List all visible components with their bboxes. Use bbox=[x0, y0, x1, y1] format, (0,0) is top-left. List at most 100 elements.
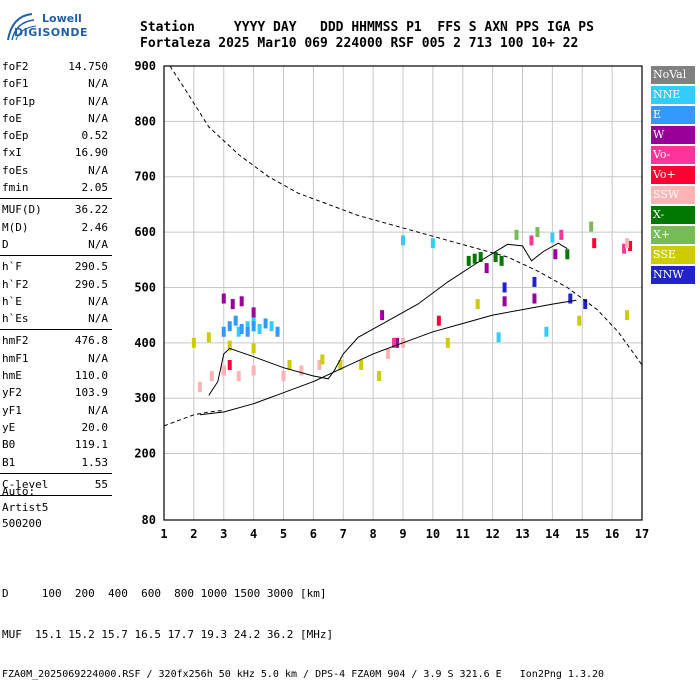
y-tick-label: 900 bbox=[134, 59, 156, 73]
param-row: MUF(D) 36.22 bbox=[0, 201, 112, 218]
param-value: N/A bbox=[88, 237, 108, 251]
data-point-e bbox=[263, 318, 268, 329]
param-value: 0.52 bbox=[81, 129, 109, 143]
param-row: yE 20.0 bbox=[0, 419, 112, 436]
data-point-w bbox=[553, 249, 558, 260]
param-value: 110.0 bbox=[74, 369, 108, 383]
data-point-nne bbox=[245, 321, 250, 332]
param-row: fmin 2.05 bbox=[0, 179, 112, 196]
data-point-x- bbox=[493, 252, 498, 263]
param-name: foE bbox=[2, 111, 22, 125]
data-point-sse bbox=[251, 343, 256, 354]
param-name: h`E bbox=[2, 294, 22, 308]
legend-item-nnw: NNW bbox=[651, 266, 695, 284]
param-row: C-level 55 bbox=[0, 476, 112, 493]
param-name: M(D) bbox=[2, 220, 29, 234]
autoscale-info: Auto: Artist5 500200 bbox=[2, 484, 48, 532]
param-name: C-level bbox=[2, 477, 49, 491]
data-point-ssw bbox=[197, 382, 202, 393]
mup-dashed-curve bbox=[169, 65, 643, 366]
data-point-w bbox=[251, 307, 256, 318]
ionogram-chart: 1 2 3 4 5 6 7 8 9 10 11 12 13 14 15 16 17802003004005006… bbox=[134, 59, 649, 541]
param-value: 119.1 bbox=[74, 438, 108, 452]
legend-item-noval: NoVal bbox=[651, 66, 695, 84]
legend: NoVal NNE E W Vo- Vo+ SSW X- X+ SSE NNW bbox=[651, 66, 695, 286]
data-point-w bbox=[532, 293, 537, 304]
data-point-w bbox=[395, 337, 400, 348]
data-point-nne bbox=[550, 232, 555, 243]
legend-item-sse: SSE bbox=[651, 246, 695, 264]
trace-curve-lower bbox=[199, 299, 577, 416]
auto-program: Artist5 bbox=[2, 501, 49, 514]
x-tick-label: 16 bbox=[605, 527, 619, 541]
x-tick-label: 3 bbox=[220, 527, 227, 541]
param-value: N/A bbox=[88, 312, 108, 326]
logo-top-text: Lowell bbox=[42, 12, 82, 25]
trace-curve-upper bbox=[208, 242, 568, 396]
data-point-w bbox=[380, 310, 385, 321]
logo-emblem-icon bbox=[7, 13, 37, 41]
header-values: Fortaleza 2025 Mar10 069 224000 RSF 005 … bbox=[140, 36, 579, 51]
param-value: 20.0 bbox=[81, 420, 109, 434]
param-value: N/A bbox=[88, 351, 108, 365]
param-row: foE N/A bbox=[0, 110, 112, 127]
param-row: D N/A bbox=[0, 236, 112, 253]
x-tick-label: 12 bbox=[485, 527, 499, 541]
param-separator bbox=[0, 198, 112, 200]
data-point-sse bbox=[287, 359, 292, 370]
footer: D 100 200 400 600 800 1000 1500 3000 [km… bbox=[2, 560, 604, 695]
data-point-e bbox=[227, 321, 232, 332]
y-tick-label: 80 bbox=[142, 513, 156, 527]
y-tick-label: 200 bbox=[134, 447, 156, 461]
data-point-ssw bbox=[299, 365, 304, 376]
data-point-x- bbox=[472, 253, 477, 264]
param-row: hmE 110.0 bbox=[0, 367, 112, 384]
legend-item-e: E bbox=[651, 106, 695, 124]
param-row: yF1 N/A bbox=[0, 402, 112, 419]
param-value: 290.5 bbox=[74, 277, 108, 291]
data-point-ssw bbox=[209, 371, 214, 382]
data-point-vo- bbox=[436, 315, 441, 326]
data-point-sse bbox=[338, 359, 343, 370]
param-row: yF2 103.9 bbox=[0, 384, 112, 401]
data-point-nne bbox=[236, 326, 241, 337]
y-tick-label: 700 bbox=[134, 170, 156, 184]
data-point-w bbox=[239, 296, 244, 307]
data-point-e bbox=[251, 321, 256, 332]
data-point-nnw bbox=[532, 276, 537, 287]
param-name: fmin bbox=[2, 181, 29, 195]
data-point-ssw bbox=[317, 359, 322, 370]
param-name: MUF(D) bbox=[2, 203, 42, 217]
x-tick-label: 4 bbox=[250, 527, 257, 541]
x-tick-label: 8 bbox=[370, 527, 377, 541]
data-point-e bbox=[233, 315, 238, 326]
legend-item-vo-: Vo+ bbox=[651, 166, 695, 184]
param-name: foF2 bbox=[2, 60, 29, 73]
param-value: N/A bbox=[88, 111, 108, 125]
x-tick-label: 17 bbox=[635, 527, 649, 541]
param-name: foF1p bbox=[2, 94, 36, 108]
y-tick-label: 500 bbox=[134, 280, 156, 294]
data-point-vo- bbox=[622, 243, 627, 254]
param-value: N/A bbox=[88, 403, 108, 417]
data-point-ssw bbox=[625, 238, 630, 249]
data-point-x- bbox=[565, 249, 570, 260]
data-point-nne bbox=[251, 315, 256, 326]
x-tick-label: 15 bbox=[575, 527, 589, 541]
x-tick-label: 14 bbox=[545, 527, 559, 541]
param-row: foF1 N/A bbox=[0, 75, 112, 92]
param-value: N/A bbox=[88, 77, 108, 91]
param-value: N/A bbox=[88, 163, 108, 177]
header-labels: Station YYYY DAY DDD HHMMSS P1 FFS S AXN… bbox=[140, 20, 594, 35]
data-point-nne bbox=[544, 326, 549, 337]
param-row: h`E N/A bbox=[0, 293, 112, 310]
param-name: B0 bbox=[2, 438, 16, 452]
data-point-nne bbox=[257, 323, 262, 334]
data-point-vo- bbox=[628, 240, 633, 251]
data-point-e bbox=[239, 323, 244, 334]
param-separator bbox=[0, 255, 112, 257]
param-separator bbox=[0, 472, 112, 474]
param-row: B1 1.53 bbox=[0, 454, 112, 471]
legend-item-nne: NNE bbox=[651, 86, 695, 104]
y-tick-label: 800 bbox=[134, 114, 156, 128]
